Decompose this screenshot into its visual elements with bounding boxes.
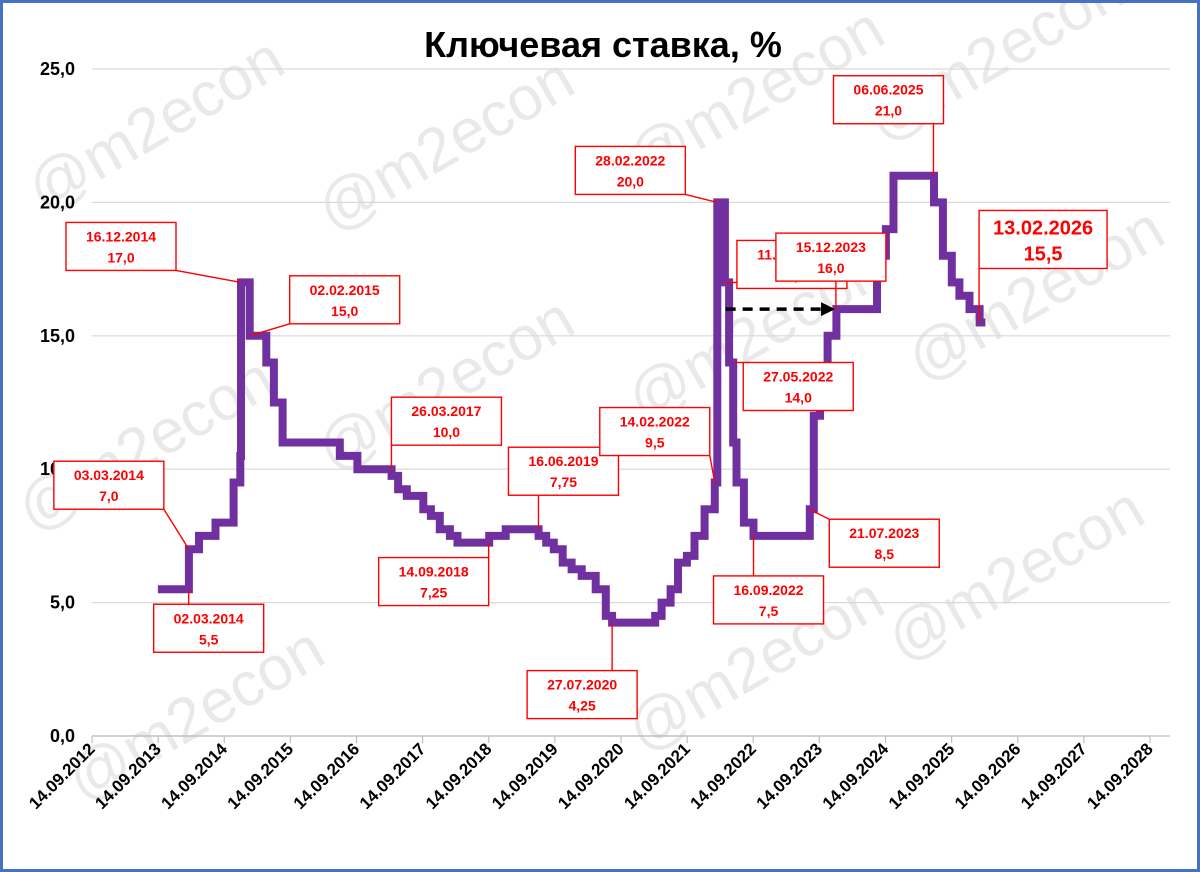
- watermark-text: @m2econ: [306, 44, 586, 246]
- annotation-callout: 16.12.2014 17,0: [65, 221, 242, 284]
- x-tick-label: 14.09.2019: [488, 739, 562, 813]
- y-tick-label: 15,0: [40, 326, 75, 346]
- annotation-leader: [249, 323, 290, 337]
- annotation-box: [288, 275, 401, 325]
- annotation-callout: 13.02.2026 15,5: [978, 209, 1108, 323]
- annotation-value: 7,25: [420, 585, 447, 601]
- annotation-leader: [163, 508, 190, 550]
- x-tick-label: 14.09.2024: [819, 739, 893, 813]
- x-tick-label: 14.09.2018: [422, 739, 496, 813]
- annotation-value: 7,75: [550, 474, 577, 490]
- annotation-callout: 21.07.2023 8,5: [808, 508, 940, 568]
- x-tick-label: 14.09.2026: [951, 739, 1025, 813]
- x-tick-label: 14.09.2023: [753, 739, 827, 813]
- watermark-text: @m2econ: [876, 474, 1156, 676]
- annotation-date: 16.12.2014: [86, 228, 156, 244]
- annotation-box: [828, 518, 940, 568]
- annotation-date: 06.06.2025: [853, 82, 923, 98]
- annotation-box: [377, 556, 490, 607]
- annotation-date: 21.07.2023: [849, 525, 919, 541]
- annotations-layer: 03.03.2014 7,0 02.03.2014 5,5 16.12.2014 17,0…: [53, 75, 1108, 720]
- annotation-callout: 14.09.2018 7,25: [377, 542, 490, 607]
- annotation-callout: 15.12.2023 16,0: [775, 232, 887, 310]
- annotation-value: 17,0: [107, 249, 134, 265]
- y-tick-label: 5,0: [50, 593, 75, 613]
- annotation-callout: 02.03.2014 5,5: [152, 589, 265, 653]
- x-tick-label: 14.09.2027: [1017, 739, 1091, 813]
- annotation-value: 21,0: [875, 103, 902, 119]
- arrow-head: [820, 302, 835, 317]
- y-tick-label: 0,0: [50, 726, 75, 746]
- annotation-value: 4,25: [569, 698, 596, 714]
- annotation-leader: [685, 193, 718, 204]
- y-tick-label: 20,0: [40, 192, 75, 212]
- annotation-box: [152, 603, 265, 653]
- annotation-value: 14,0: [785, 389, 812, 405]
- annotation-callout: 27.05.2022 14,0: [733, 361, 854, 412]
- annotation-date: 27.07.2020: [547, 677, 617, 693]
- annotation-date: 16.09.2022: [733, 582, 803, 598]
- annotation-date: 27.05.2022: [763, 368, 833, 384]
- annotation-box: [599, 406, 711, 457]
- annotation-value: 15,5: [1024, 243, 1063, 265]
- x-tick-label: 14.09.2022: [686, 739, 760, 813]
- x-tick-label: 14.09.2017: [356, 739, 430, 813]
- annotation-box: [712, 575, 825, 625]
- annotation-value: 7,0: [99, 488, 119, 504]
- annotation-box: [775, 232, 887, 282]
- annotation-value: 20,0: [617, 173, 644, 189]
- x-tick-label: 14.09.2015: [224, 739, 298, 813]
- x-tick-label: 14.09.2025: [885, 739, 959, 813]
- annotation-date: 16.06.2019: [528, 453, 598, 469]
- annotation-date: 02.03.2014: [174, 610, 244, 626]
- annotation-callout: 27.07.2020 4,25: [526, 622, 638, 720]
- annotation-date: 14.02.2022: [620, 414, 690, 430]
- annotation-date: 14.09.2018: [399, 564, 469, 580]
- annotation-value: 9,5: [645, 435, 665, 451]
- annotation-date: 02.02.2015: [310, 282, 380, 298]
- annotation-value: 10,0: [433, 424, 460, 440]
- annotation-date: 26.03.2017: [411, 403, 481, 419]
- x-tick-label: 14.09.2016: [290, 739, 364, 813]
- annotation-box: [832, 75, 945, 125]
- annotation-callout: 16.09.2022 7,5: [712, 535, 825, 625]
- annotation-callout: 02.02.2015 15,0: [249, 275, 401, 337]
- annotation-callout: 14.02.2022 9,5: [599, 406, 716, 483]
- annotation-box: [53, 460, 165, 510]
- annotation-date: 03.03.2014: [74, 467, 144, 483]
- annotation-box: [978, 209, 1108, 270]
- chart-title: Ключевая ставка, %: [424, 24, 782, 65]
- annotation-value: 8,5: [875, 546, 895, 562]
- annotation-box: [526, 669, 638, 720]
- annotation-date: 28.02.2022: [595, 152, 665, 168]
- x-tick-label: 14.09.2020: [554, 739, 628, 813]
- arrow-layer: [725, 302, 835, 317]
- annotation-value: 5,5: [199, 631, 219, 647]
- annotation-leader: [808, 508, 830, 520]
- annotation-date: 15.12.2023: [796, 239, 866, 255]
- annotation-box: [65, 221, 177, 272]
- annotation-leader: [175, 269, 242, 284]
- annotation-value: 15,0: [331, 303, 358, 319]
- annotation-box: [742, 361, 854, 412]
- annotation-box: [574, 145, 687, 196]
- key-rate-chart: @m2econ @m2econ @m2econ@m2econ@m2econ @m2ec…: [6, 3, 1176, 815]
- annotation-callout: 06.06.2025 21,0: [832, 75, 945, 176]
- y-axis-ticks: 0,05,010,015,020,025,0: [40, 59, 75, 746]
- annotation-callout: 03.03.2014 7,0: [53, 460, 190, 550]
- annotation-callout: 16.06.2019 7,75: [507, 446, 620, 530]
- annotation-value: 7,5: [759, 603, 779, 619]
- series-layer: [157, 171, 986, 627]
- annotation-callout: 28.02.2022 20,0: [574, 145, 718, 204]
- x-tick-label: 14.09.2028: [1083, 739, 1157, 813]
- annotation-date: 13.02.2026: [993, 217, 1093, 239]
- y-tick-label: 25,0: [40, 59, 75, 79]
- annotation-callout: 26.03.2017 10,0: [390, 396, 503, 470]
- series-line: [157, 171, 986, 627]
- annotation-leader: [709, 455, 716, 483]
- annotation-value: 16,0: [817, 260, 844, 276]
- annotation-box: [390, 396, 503, 446]
